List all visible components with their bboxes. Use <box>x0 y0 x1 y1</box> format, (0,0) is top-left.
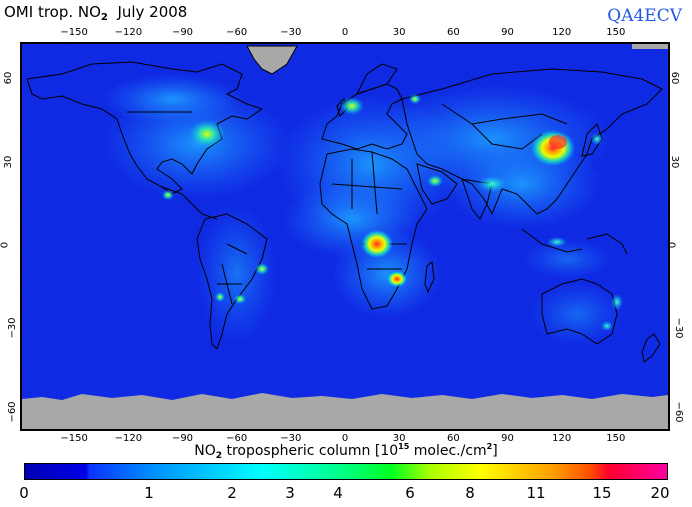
map-title: OMI trop. NO2 July 2008 <box>4 3 187 23</box>
colorbar-tick-label: 20 <box>650 484 669 502</box>
lon-tick-top: −60 <box>226 27 247 38</box>
title-prefix: OMI trop. NO <box>4 3 101 21</box>
missing-data-region <box>22 393 668 429</box>
lat-tick-right: 30 <box>669 155 680 168</box>
no2-map <box>20 42 670 431</box>
lon-tick-top: 150 <box>606 27 625 38</box>
lon-tick-top: 60 <box>447 27 460 38</box>
colorbar-tick-label: 1 <box>144 484 154 502</box>
lat-tick-left: 30 <box>3 155 14 168</box>
lat-tick-left: 0 <box>0 242 11 248</box>
lat-tick-left: −30 <box>7 318 18 339</box>
lat-tick-right: 60 <box>669 72 680 85</box>
colorbar-label-mid: tropospheric column [10 <box>222 443 398 459</box>
title-subscript: 2 <box>101 12 108 23</box>
colorbar-tick-label: 3 <box>285 484 295 502</box>
colorbar <box>24 463 668 480</box>
lat-tick-left: −60 <box>7 401 18 422</box>
lon-tick-top: 30 <box>393 27 406 38</box>
lon-tick-top: 0 <box>342 27 348 38</box>
colorbar-tick-label: 2 <box>227 484 237 502</box>
colorbar-tick-label: 4 <box>333 484 343 502</box>
colorbar-label-exponent: 15 <box>398 442 409 451</box>
lon-tick-top: 90 <box>501 27 514 38</box>
colorbar-tick-label: 15 <box>592 484 611 502</box>
colorbar-tick-label: 0 <box>19 484 29 502</box>
lon-tick-top: −120 <box>115 27 142 38</box>
colorbar-tick-label: 6 <box>405 484 415 502</box>
lat-tick-right: −60 <box>673 401 684 422</box>
title-date: July 2008 <box>117 3 187 21</box>
colorbar-label-units: molec./cm <box>409 443 486 459</box>
lon-tick-top: −30 <box>280 27 301 38</box>
colorbar-label: NO2 tropospheric column [1015 molec./cm2… <box>0 442 692 461</box>
brand-label: QA4ECV <box>607 6 682 26</box>
lon-tick-top: −90 <box>172 27 193 38</box>
colorbar-label-end: ] <box>492 443 497 459</box>
colorbar-tick-label: 11 <box>526 484 545 502</box>
colorbar-tick-label: 8 <box>465 484 475 502</box>
colorbar-label-prefix: NO <box>194 443 216 459</box>
map-canvas <box>22 44 668 429</box>
lon-tick-top: −150 <box>60 27 87 38</box>
lat-tick-right: −30 <box>673 318 684 339</box>
lon-tick-top: 120 <box>552 27 571 38</box>
lat-tick-left: 60 <box>3 72 14 85</box>
